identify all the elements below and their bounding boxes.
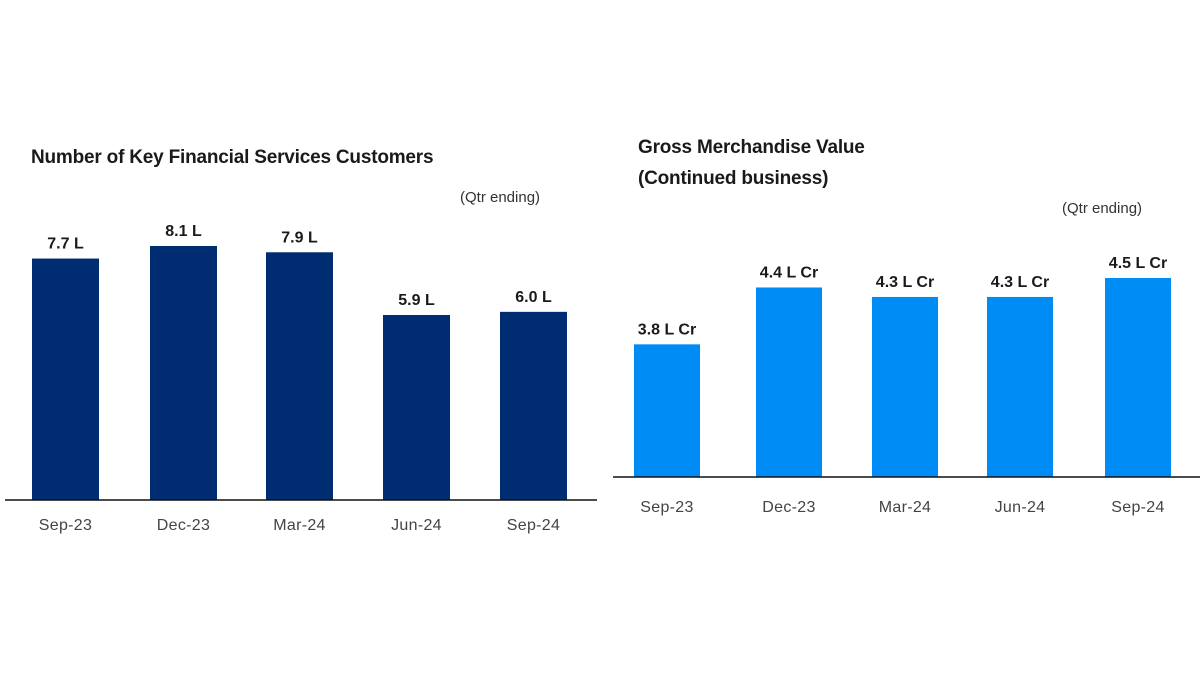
left-data-label: 8.1 L bbox=[165, 223, 202, 240]
right-x-tick-label: Mar-24 bbox=[879, 499, 931, 516]
right-chart-title-line2: (Continued business) bbox=[638, 168, 829, 189]
right-bar-dec-23 bbox=[756, 287, 822, 477]
right-bar-mar-24 bbox=[872, 296, 938, 477]
right-bar-jun-24 bbox=[987, 296, 1053, 477]
right-bar-sep-23 bbox=[634, 344, 700, 477]
right-x-tick-label: Sep-23 bbox=[640, 499, 693, 516]
right-data-label: 4.3 L Cr bbox=[876, 274, 934, 291]
right-chart-title-line1: Gross Merchandise Value bbox=[638, 137, 865, 158]
right-chart-note: (Qtr ending) bbox=[1062, 200, 1143, 217]
right-data-label: 4.3 L Cr bbox=[991, 274, 1049, 291]
right-bar-sep-24 bbox=[1105, 278, 1171, 477]
left-bar-jun-24 bbox=[383, 314, 450, 500]
right-x-tick-label: Jun-24 bbox=[995, 499, 1046, 516]
left-data-label: 6.0 L bbox=[515, 289, 552, 306]
left-bar-mar-24 bbox=[266, 252, 333, 500]
left-bar-sep-24 bbox=[500, 311, 567, 500]
left-x-tick-label: Sep-24 bbox=[507, 517, 560, 534]
left-chart: 7.7 L Sep-23 8.1 L Dec-23 7.9 L Mar-24 5.9 L Ju… bbox=[5, 223, 597, 534]
left-bar-dec-23 bbox=[150, 246, 217, 500]
left-x-tick-label: Mar-24 bbox=[273, 517, 325, 534]
left-x-tick-label: Jun-24 bbox=[391, 517, 442, 534]
left-bar-sep-23 bbox=[32, 258, 99, 500]
left-data-label: 5.9 L bbox=[398, 292, 435, 309]
right-data-label: 4.5 L Cr bbox=[1109, 255, 1167, 272]
right-data-label: 3.8 L Cr bbox=[638, 321, 696, 338]
right-data-label: 4.4 L Cr bbox=[760, 264, 818, 281]
right-x-tick-label: Sep-24 bbox=[1111, 499, 1164, 516]
left-data-label: 7.9 L bbox=[281, 229, 318, 246]
left-chart-title: Number of Key Financial Services Custome… bbox=[31, 147, 434, 168]
right-x-tick-label: Dec-23 bbox=[762, 499, 815, 516]
left-x-tick-label: Dec-23 bbox=[157, 517, 210, 534]
left-data-label: 7.7 L bbox=[47, 236, 84, 253]
right-chart: 3.8 L Cr Sep-23 4.4 L Cr Dec-23 4.3 L Cr Mar-… bbox=[613, 255, 1200, 516]
left-x-tick-label: Sep-23 bbox=[39, 517, 92, 534]
left-chart-note: (Qtr ending) bbox=[460, 189, 541, 206]
